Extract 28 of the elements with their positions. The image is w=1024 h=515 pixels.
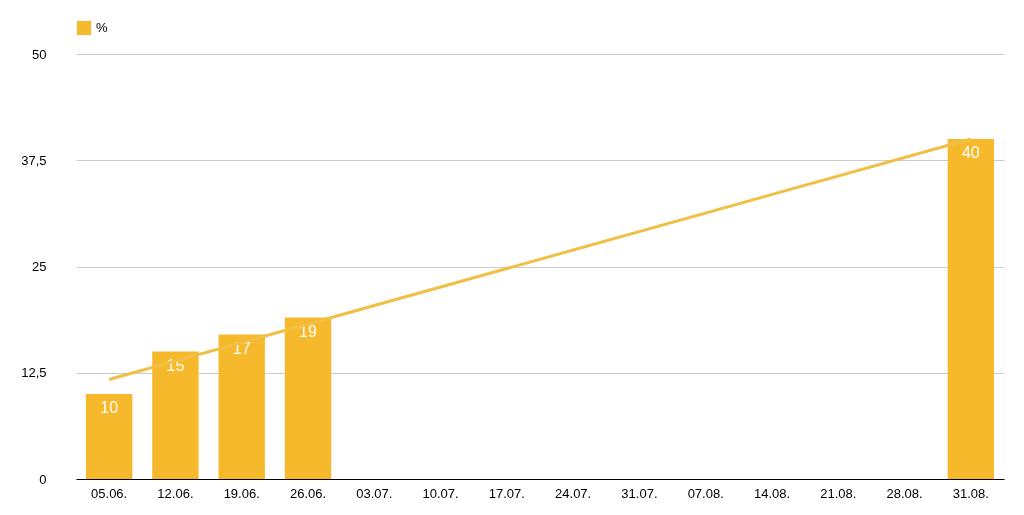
bar — [85, 394, 133, 479]
x-tick-label: 31.08. — [952, 485, 989, 501]
legend-label: % — [96, 20, 108, 35]
bar — [218, 334, 265, 479]
y-tick-label: 50 — [32, 46, 47, 62]
x-tick-label: 17.07. — [488, 485, 525, 501]
y-tick-label: 0 — [39, 471, 47, 487]
x-tick-label: 19.06. — [223, 485, 260, 501]
bar — [284, 317, 332, 479]
x-tick-label: 21.08. — [820, 485, 857, 501]
x-tick-label: 24.07. — [555, 485, 592, 501]
data-label: 10 — [100, 399, 119, 416]
y-tick-label: 12,5 — [21, 365, 47, 381]
x-tick-label: 28.08. — [886, 485, 923, 501]
x-tick-label: 10.07. — [422, 485, 459, 501]
x-tick-label: 03.07. — [356, 485, 393, 501]
y-tick-label: 37,5 — [21, 152, 47, 168]
bar — [947, 139, 995, 479]
bar — [152, 351, 199, 479]
x-tick-label: 07.08. — [687, 485, 724, 501]
x-tick-label: 05.06. — [91, 485, 128, 501]
data-label: 40 — [961, 144, 980, 161]
y-tick-label: 25 — [32, 259, 47, 274]
x-tick-label: 31.07. — [621, 485, 658, 501]
x-tick-label: 26.06. — [289, 485, 327, 501]
data-label: 19 — [299, 322, 317, 340]
x-tick-label: 14.08. — [753, 485, 791, 501]
x-tick-label: 12.06. — [157, 485, 194, 501]
